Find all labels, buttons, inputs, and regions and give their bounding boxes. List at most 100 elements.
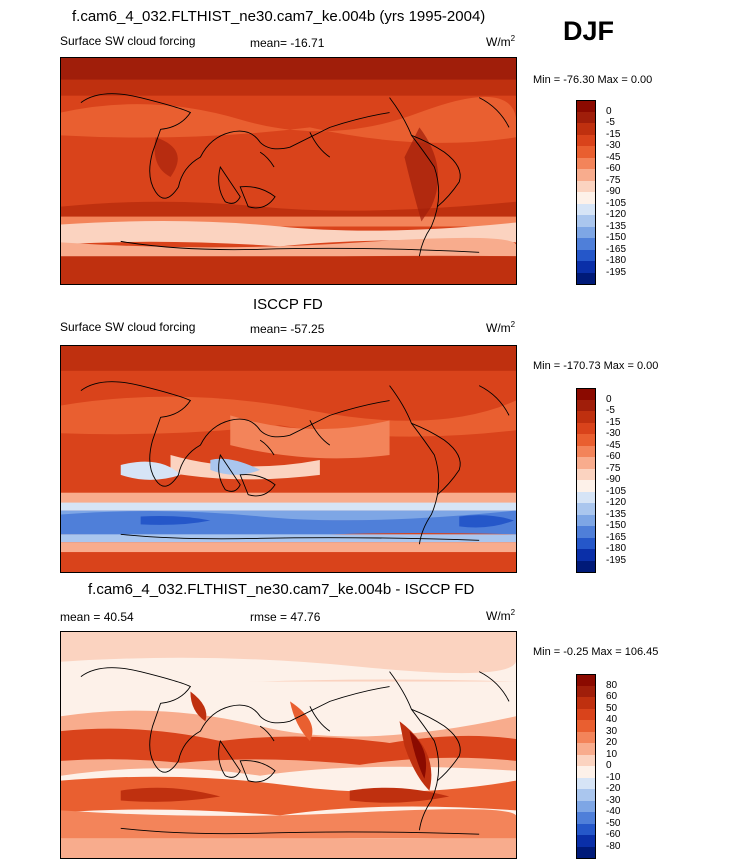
colorbar-swatch [576,800,596,813]
colorbar-swatch [576,743,596,755]
panel-2-minmax: Min = -170.73 Max = 0.00 [533,360,659,372]
colorbar-swatch [576,537,596,550]
colorbar-label: -120 [606,497,627,508]
colorbar-swatch [576,491,596,504]
panel-1-map [60,57,517,285]
colorbar-label: -135 [606,220,627,232]
colorbar-swatch [576,146,596,158]
colorbar-swatch [576,434,596,446]
colorbar-label: 0 [606,105,612,117]
colorbar-label: -90 [606,186,621,197]
colorbar-swatch [576,445,596,458]
colorbar-swatch [576,399,596,412]
colorbar-swatch [576,157,596,170]
colorbar-label: -60 [606,451,621,462]
colorbar-swatch [576,249,596,262]
colorbar-swatch [576,685,596,698]
colorbar-swatch [576,468,596,481]
colorbar-swatch [576,272,596,285]
panel-3-mean: mean = 40.54 [60,610,134,624]
season-label: DJF [563,16,615,46]
colorbar-swatch [576,720,596,732]
colorbar-label: -195 [606,554,627,566]
colorbar-label: 50 [606,702,618,714]
panel-2-map [60,345,517,573]
colorbar-label: -90 [606,474,621,485]
colorbar-label: -195 [606,266,627,278]
colorbar-label: -5 [606,405,615,416]
colorbar-label: -105 [606,485,627,497]
colorbar-swatch [576,238,596,250]
panel-3-units: W/m2 [486,608,516,623]
colorbar-swatch [576,180,596,193]
colorbar-label: -20 [606,783,621,794]
panel-1-variable: Surface SW cloud forcing [60,34,196,48]
panel-1-field [61,58,516,284]
colorbar-label: 40 [606,714,618,725]
panel-1-units: W/m2 [486,34,516,49]
colorbar-label: -60 [606,829,621,840]
colorbar-label: -150 [606,520,627,531]
colorbar-swatch [576,754,596,767]
colorbar-swatch [576,514,596,527]
panel-2-units: W/m2 [486,320,516,335]
colorbar-label: -135 [606,508,627,520]
colorbar-swatch [576,134,596,147]
colorbar-label: -180 [606,255,627,266]
panel-2-mean: mean= -57.25 [250,322,325,336]
colorbar-label: -75 [606,174,621,186]
colorbar-label: -50 [606,817,621,829]
colorbar-swatch [576,111,596,124]
colorbar-swatch [576,169,596,181]
colorbar-label: 0 [606,393,612,405]
colorbar-label: -150 [606,232,627,243]
panel-3-minmax: Min = -0.25 Max = 106.45 [533,646,659,658]
colorbar-label: 60 [606,691,618,702]
colorbar-label: -120 [606,209,627,220]
panel-2-field [61,346,516,572]
colorbar-label: -45 [606,151,621,163]
colorbar-swatch [576,777,596,790]
colorbar-swatch [576,411,596,423]
colorbar-label: -60 [606,163,621,174]
colorbar-label: -5 [606,117,615,128]
colorbar-label: -30 [606,428,621,439]
colorbar-label: -165 [606,243,627,255]
colorbar-swatch [576,388,596,400]
colorbar-swatch [576,697,596,709]
colorbar-label: -80 [606,840,621,852]
colorbar-label: -105 [606,197,627,209]
colorbar-label: -30 [606,794,621,806]
colorbar-swatch [576,261,596,273]
colorbar-swatch [576,812,596,824]
panel-1-title: f.cam6_4_032.FLTHIST_ne30.cam7_ke.004b (… [72,8,486,25]
colorbar-label: -15 [606,128,621,140]
colorbar-swatch [576,731,596,744]
colorbar-label: 80 [606,679,618,691]
colorbar-swatch [576,422,596,435]
colorbar-swatch [576,480,596,492]
colorbar-label: 0 [606,760,612,771]
colorbar-swatch [576,503,596,515]
colorbar-label: -75 [606,462,621,474]
colorbar-swatch [576,192,596,204]
colorbar-swatch [576,823,596,836]
panel-3-field [61,632,516,858]
colorbar-swatch [576,789,596,801]
colorbar-swatch [576,203,596,216]
colorbar-label: 20 [606,737,618,748]
colorbar-label: 10 [606,748,618,760]
panel-3-title: f.cam6_4_032.FLTHIST_ne30.cam7_ke.004b -… [88,581,475,598]
colorbar-label: -40 [606,806,621,817]
panel-2-title: ISCCP FD [253,296,323,313]
panel-2-variable: Surface SW cloud forcing [60,320,196,334]
colorbar-swatch [576,846,596,859]
colorbar-swatch [576,215,596,227]
panel-1-minmax: Min = -76.30 Max = 0.00 [533,74,653,86]
panel-1-mean: mean= -16.71 [250,36,325,50]
colorbar-swatch [576,560,596,573]
colorbar-swatch [576,766,596,778]
colorbar-label: -30 [606,140,621,151]
colorbar-swatch [576,123,596,135]
colorbar-label: 30 [606,725,618,737]
